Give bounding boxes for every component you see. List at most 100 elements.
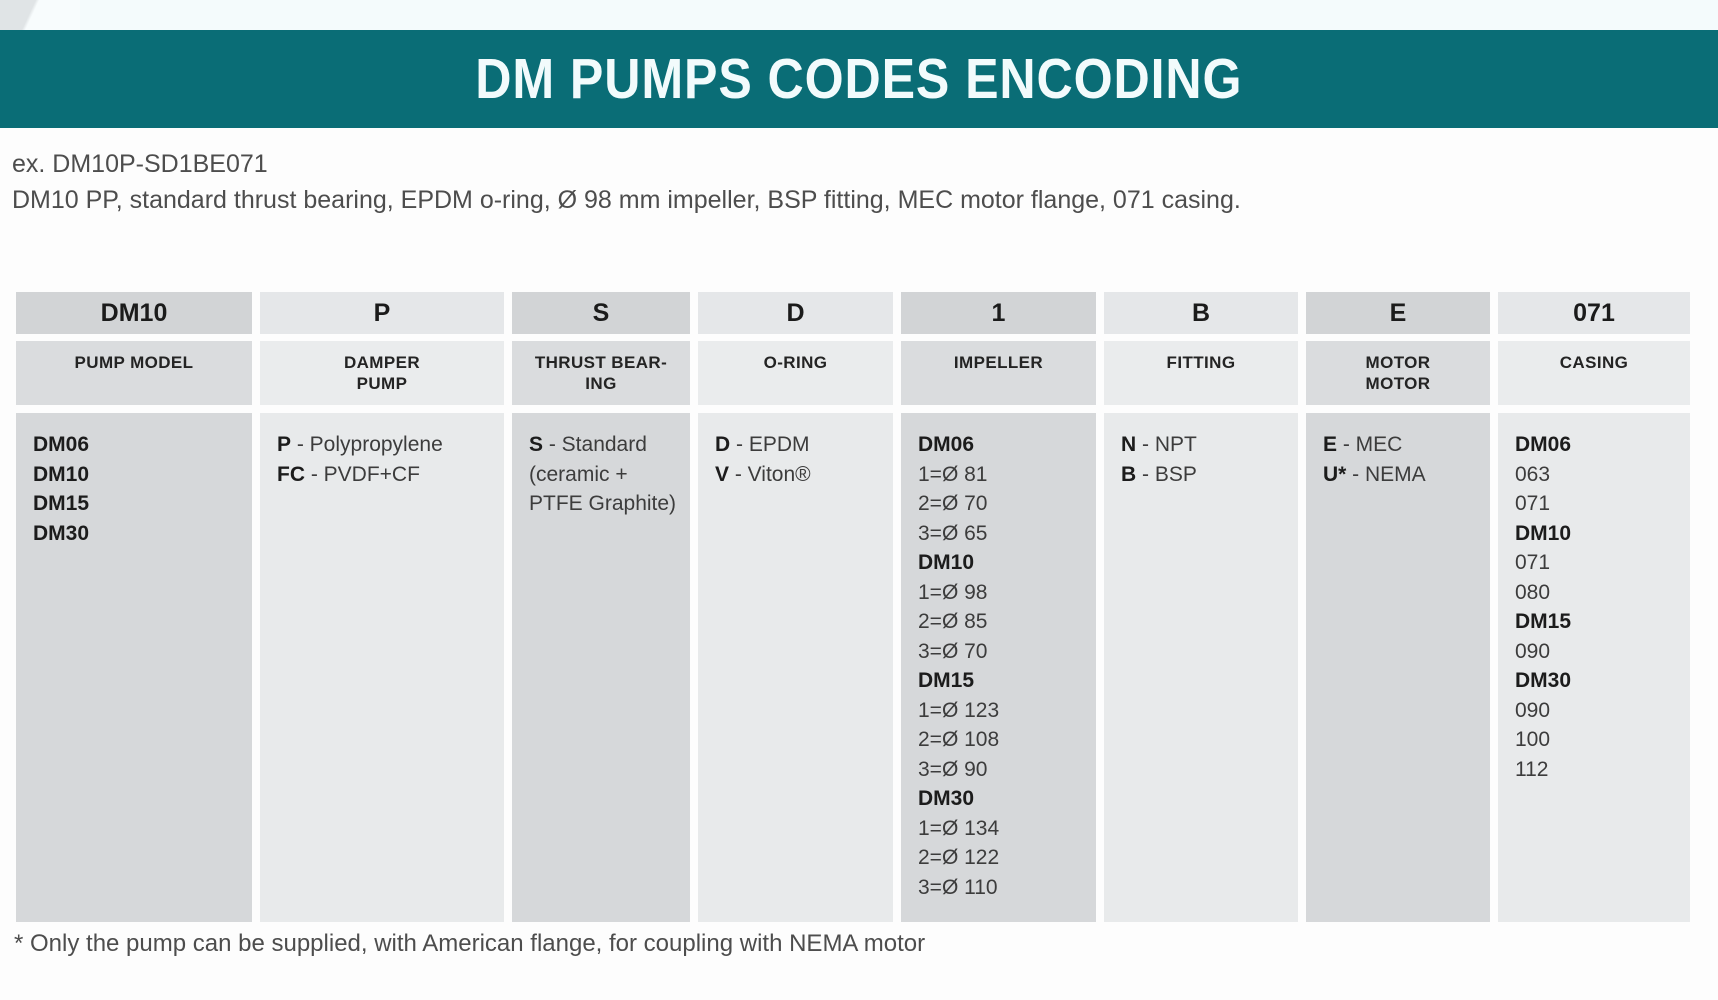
table-column-3: S THRUST BEAR- ING S - Standard (ceramic + PT… xyxy=(512,292,690,922)
body-cell: D - EPDM V - Viton® xyxy=(698,413,893,922)
code-description: 112 xyxy=(1515,757,1549,781)
body-line: DM15 xyxy=(918,666,1086,696)
code-letter: D xyxy=(715,433,731,456)
category-label-line: O-RING xyxy=(763,353,828,372)
code-description: 080 xyxy=(1515,580,1551,604)
code-letter: DM30 xyxy=(1515,669,1572,692)
code-letter: N xyxy=(1121,433,1137,456)
code-letter: DM15 xyxy=(1515,610,1572,633)
category-label-cell: MOTOR MOTOR xyxy=(1306,341,1490,405)
code-letter: DM30 xyxy=(918,787,975,810)
body-line: PTFE Graphite) xyxy=(529,489,680,519)
body-line: N - NPT xyxy=(1121,430,1288,460)
body-line: 2=Ø 85 xyxy=(918,607,1086,637)
code-description: 3=Ø 110 xyxy=(918,875,998,899)
body-line: 3=Ø 110 xyxy=(918,873,1086,903)
body-line: E - MEC xyxy=(1323,430,1480,460)
body-line: (ceramic + xyxy=(529,460,680,490)
body-line: V - Viton® xyxy=(715,460,883,490)
code-description: 090 xyxy=(1515,639,1551,663)
body-line: P - Polypropylene xyxy=(277,430,494,460)
category-label-line: MOTOR xyxy=(1365,374,1431,393)
category-label-line: MOTOR xyxy=(1365,353,1431,372)
code-letter: DM06 xyxy=(33,433,90,456)
category-label-cell: FITTING xyxy=(1104,341,1298,405)
body-line: 1=Ø 134 xyxy=(918,814,1086,844)
code-letter: DM15 xyxy=(33,492,90,515)
category-label-line: DAMPER xyxy=(343,353,421,372)
body-line: 3=Ø 65 xyxy=(918,519,1086,549)
table-column-2: P DAMPER PUMP P - Polypropylene FC - PVDF+CF xyxy=(260,292,504,922)
code-description: 1=Ø 98 xyxy=(918,580,988,604)
code-description: - NPT xyxy=(1136,433,1197,456)
category-label-line: PUMP MODEL xyxy=(74,353,194,372)
category-label-cell: IMPELLER xyxy=(901,341,1096,405)
code-cell: 071 xyxy=(1498,292,1690,334)
body-cell: N - NPT B - BSP xyxy=(1104,413,1298,922)
code-letter: DM30 xyxy=(33,521,90,545)
table-column-5: 1 IMPELLER DM06 1=Ø 81 2=Ø 70 3=Ø 65 DM10 1=Ø 9… xyxy=(901,292,1096,922)
code-description: 1=Ø 134 xyxy=(918,816,1000,840)
category-label-cell: PUMP MODEL xyxy=(16,341,252,405)
code-cell: D xyxy=(698,292,893,334)
category-label-line: ING xyxy=(585,374,617,393)
body-line: DM10 xyxy=(33,460,242,490)
title-banner: DM PUMPS CODES ENCODING xyxy=(0,30,1718,128)
body-line: 100 xyxy=(1515,725,1680,755)
code-letter: DM10 xyxy=(33,462,90,486)
code-letter: B xyxy=(1121,462,1137,486)
body-line: 1=Ø 123 xyxy=(918,696,1086,726)
code-cell: B xyxy=(1104,292,1298,334)
code-cell: P xyxy=(260,292,504,334)
code-description: - MEC xyxy=(1337,433,1403,456)
body-cell: DM06 063 071 DM10 071 080 DM15 090 DM30 090 100 112 xyxy=(1498,413,1690,922)
code-letter: DM10 xyxy=(918,551,975,574)
code-description: - Polypropylene xyxy=(291,433,443,456)
category-label-line: FITTING xyxy=(1166,353,1236,372)
category-label-line: THRUST BEAR- xyxy=(534,353,668,372)
code-letter: DM10 xyxy=(1515,521,1572,545)
body-line: 090 xyxy=(1515,637,1680,667)
code-description: 3=Ø 65 xyxy=(918,521,988,545)
code-description: 090 xyxy=(1515,698,1551,722)
body-line: 2=Ø 108 xyxy=(918,725,1086,755)
body-cell: DM06 1=Ø 81 2=Ø 70 3=Ø 65 DM10 1=Ø 98 2=Ø 85 3=… xyxy=(901,413,1096,922)
code-description: 3=Ø 90 xyxy=(918,757,988,781)
category-label-cell: O-RING xyxy=(698,341,893,405)
codes-table: DM10 PUMP MODEL DM06 DM10 DM15 DM30 P DAMPER PUM… xyxy=(16,292,1690,922)
code-description: 2=Ø 122 xyxy=(918,846,1000,869)
body-line: 112 xyxy=(1515,755,1680,785)
example-code-line: ex. DM10P-SD1BE071 xyxy=(12,150,268,178)
example-description-line: DM10 PP, standard thrust bearing, EPDM o… xyxy=(12,186,1241,214)
body-line: DM10 xyxy=(918,548,1086,578)
body-cell: E - MEC U* - NEMA xyxy=(1306,413,1490,922)
code-letter: S xyxy=(529,433,544,456)
body-line: DM10 xyxy=(1515,519,1680,549)
code-description: 2=Ø 85 xyxy=(918,610,988,633)
code-description: 2=Ø 108 xyxy=(918,728,1000,751)
table-column-4: D O-RING D - EPDM V - Viton® xyxy=(698,292,893,922)
table-column-8: 071 CASING DM06 063 071 DM10 071 080 DM15 090 DM30… xyxy=(1498,292,1690,922)
table-column-1: DM10 PUMP MODEL DM06 DM10 DM15 DM30 xyxy=(16,292,252,922)
code-description: 3=Ø 70 xyxy=(918,639,988,663)
code-description: 100 xyxy=(1515,728,1551,751)
code-description: (ceramic + xyxy=(529,462,628,486)
body-line: DM15 xyxy=(33,489,242,519)
body-line: S - Standard xyxy=(529,430,680,460)
code-cell: DM10 xyxy=(16,292,252,334)
code-letter: E xyxy=(1323,433,1338,456)
code-description: - EPDM xyxy=(730,433,810,456)
body-line: U* - NEMA xyxy=(1323,460,1480,490)
body-line: DM30 xyxy=(1515,666,1680,696)
code-description: - PVDF+CF xyxy=(305,462,420,486)
page-corner-fold xyxy=(0,0,80,30)
page-title: DM PUMPS CODES ENCODING xyxy=(475,47,1243,111)
code-cell: S xyxy=(512,292,690,334)
body-line: DM30 xyxy=(918,784,1086,814)
code-letter: DM06 xyxy=(1515,433,1572,456)
body-cell: P - Polypropylene FC - PVDF+CF xyxy=(260,413,504,922)
body-line: 3=Ø 70 xyxy=(918,637,1086,667)
code-description: - Viton® xyxy=(729,462,811,486)
category-label-line: CASING xyxy=(1559,353,1629,372)
category-label-line: IMPELLER xyxy=(953,353,1044,372)
